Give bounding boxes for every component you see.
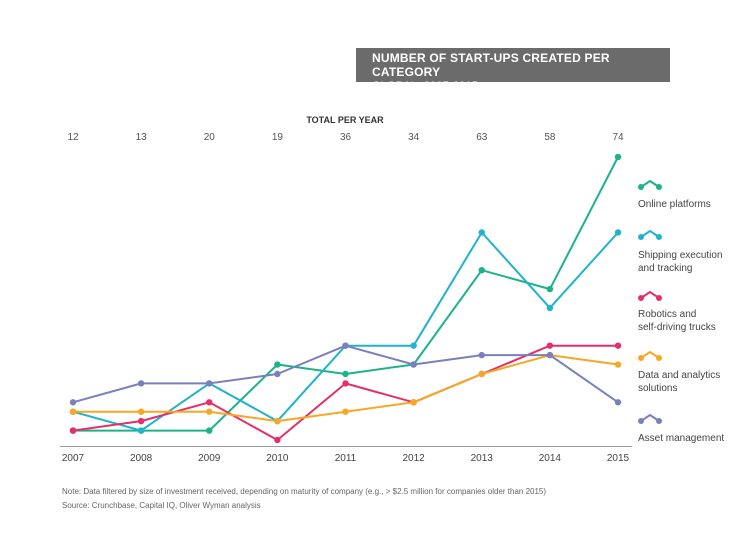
data-point-online-platforms-2009 [206, 427, 213, 434]
legend-marker-line-asset-management [640, 413, 660, 422]
total-label-2014: 58 [544, 132, 556, 143]
x-tick-label-2014: 2014 [539, 453, 562, 464]
legend-marker-dot-right-robotics-and-self-driving-trucks [656, 295, 662, 301]
source-note: Source: Crunchbase, Capital IQ, Oliver W… [62, 501, 261, 510]
data-point-robotics-and-self-driving-trucks-2010 [274, 436, 281, 444]
x-tick-label-2015: 2015 [607, 453, 630, 464]
series-line-shipping-execution-and-tracking [72, 231, 619, 432]
data-point-robotics-and-self-driving-trucks-2011 [342, 380, 349, 387]
data-point-asset-management-2007 [69, 399, 77, 406]
legend-marker-dot-left-robotics-and-self-driving-trucks [638, 295, 644, 301]
x-tick-label-2007: 2007 [62, 453, 85, 464]
legend-label-robotics: Robotics and self-driving trucks [638, 309, 716, 333]
x-tick-label-2008: 2008 [130, 453, 153, 464]
data-point-shipping-execution-and-tracking-2012 [410, 342, 417, 349]
x-tick-label-2012: 2012 [403, 453, 426, 464]
data-point-online-platforms-2015 [614, 153, 622, 161]
data-point-shipping-execution-and-tracking-2014 [546, 304, 554, 312]
legend-marker-dot-left-asset-management [638, 418, 644, 424]
legend-marker-dot-right-asset-management [656, 418, 662, 424]
data-point-online-platforms-2010 [274, 361, 281, 368]
data-point-asset-management-2010 [274, 370, 281, 378]
total-label-2012: 34 [408, 132, 420, 143]
data-point-online-platforms-2013 [478, 267, 485, 274]
legend-marker-line-shipping-execution-and-tracking [640, 229, 660, 238]
data-point-robotics-and-self-driving-trucks-2015 [614, 342, 622, 349]
data-point-asset-management-2012 [410, 361, 417, 368]
legend-marker-dot-right-online-platforms [656, 184, 662, 190]
data-point-shipping-execution-and-tracking-2013 [478, 229, 485, 236]
x-tick-label-2011: 2011 [335, 453, 357, 464]
data-point-asset-management-2015 [614, 399, 622, 406]
data-point-data-and-analytics-solutions-2012 [410, 399, 417, 406]
data-point-data-and-analytics-solutions-2008 [137, 408, 145, 415]
data-point-data-and-analytics-solutions-2015 [614, 361, 622, 368]
legend-marker-line-robotics-and-self-driving-trucks [640, 290, 660, 299]
chart-title: NUMBER OF START-UPS CREATED PER CATEGORY [372, 51, 610, 79]
total-label-2008: 13 [136, 132, 148, 143]
legend-marker-dot-left-shipping-execution-and-tracking [638, 234, 644, 240]
data-point-online-platforms-2014 [546, 285, 554, 293]
total-label-2013: 63 [476, 132, 488, 143]
data-point-shipping-execution-and-tracking-2008 [137, 427, 145, 434]
legend-label-online-platforms: Online platforms [638, 199, 711, 210]
data-point-robotics-and-self-driving-trucks-2008 [137, 417, 145, 425]
data-point-robotics-and-self-driving-trucks-2007 [69, 427, 77, 434]
total-label-2007: 12 [67, 132, 79, 143]
data-point-data-and-analytics-solutions-2011 [342, 408, 349, 415]
legend-label-shipping-execution: Shipping execution and tracking [638, 250, 723, 274]
data-point-data-and-analytics-solutions-2013 [478, 370, 485, 378]
chart-subtitle: GLOBAL, 2007-2015 [372, 80, 479, 92]
data-point-data-and-analytics-solutions-2007 [69, 408, 77, 415]
data-point-data-and-analytics-solutions-2009 [206, 408, 213, 415]
legend-marker-line-online-platforms [640, 179, 660, 188]
chart-title-box: NUMBER OF START-UPS CREATED PER CATEGORY… [356, 48, 670, 92]
legend-marker-dot-right-data-and-analytics-solutions [656, 355, 662, 361]
totals-heading: TOTAL PER YEAR [306, 115, 384, 125]
data-point-asset-management-2011 [342, 342, 349, 349]
data-point-asset-management-2013 [478, 351, 485, 359]
legend-marker-dot-left-data-and-analytics-solutions [638, 355, 644, 361]
total-label-2009: 20 [204, 132, 216, 143]
total-label-2011: 36 [340, 132, 352, 143]
data-point-asset-management-2009 [206, 380, 213, 387]
data-point-online-platforms-2011 [342, 370, 349, 378]
x-tick-label-2010: 2010 [266, 453, 289, 464]
data-point-asset-management-2008 [137, 380, 145, 387]
data-point-data-and-analytics-solutions-2010 [274, 417, 281, 425]
data-point-robotics-and-self-driving-trucks-2014 [546, 342, 554, 349]
legend-label-data-analytics: Data and analytics solutions [638, 370, 721, 394]
total-label-2015: 74 [612, 132, 624, 143]
legend-marker-line-data-and-analytics-solutions [640, 350, 660, 359]
legend-marker-dot-right-shipping-execution-and-tracking [656, 234, 662, 240]
legend-label-asset-management: Asset management [638, 433, 725, 444]
footnote: Note: Data filtered by size of investmen… [62, 487, 547, 496]
legend-marker-dot-left-online-platforms [638, 184, 644, 190]
data-point-asset-management-2014 [546, 351, 554, 359]
x-tick-label-2009: 2009 [198, 453, 221, 464]
data-point-robotics-and-self-driving-trucks-2009 [206, 399, 213, 406]
total-label-2010: 19 [272, 132, 284, 143]
x-tick-label-2013: 2013 [471, 453, 494, 464]
data-point-shipping-execution-and-tracking-2015 [614, 229, 622, 236]
